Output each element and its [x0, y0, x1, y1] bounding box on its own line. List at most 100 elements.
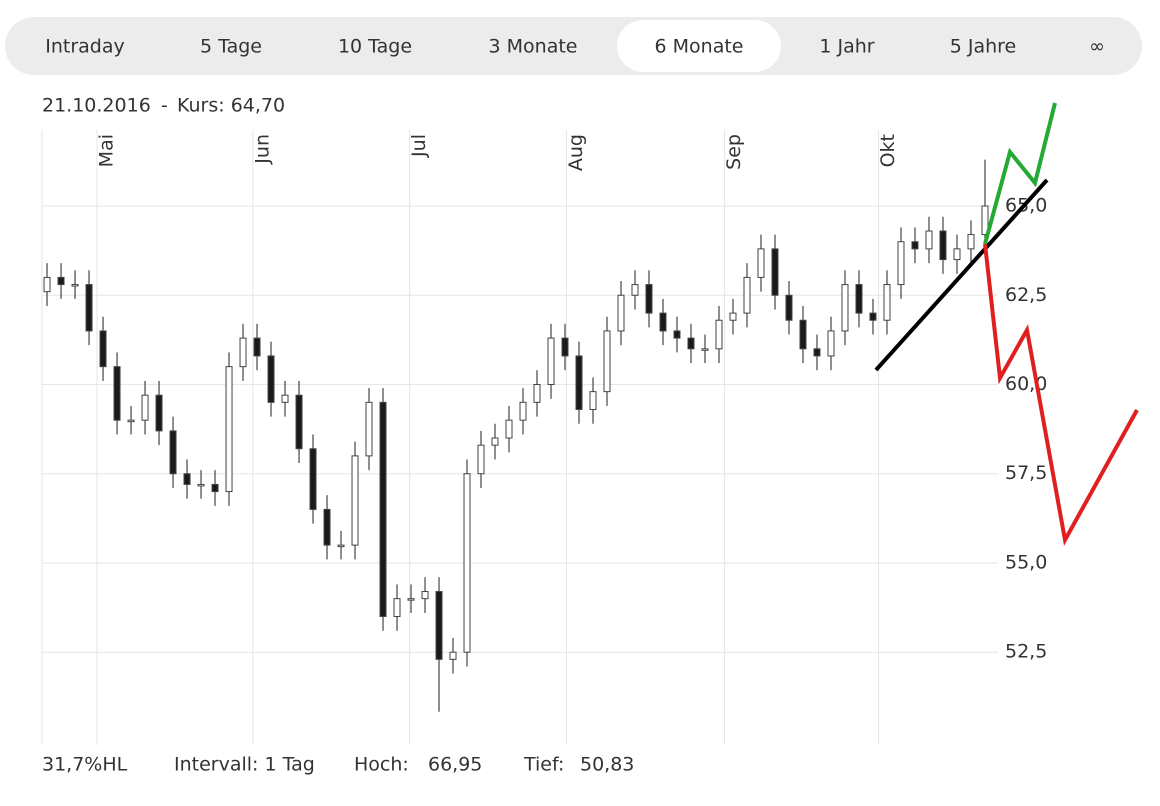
- tab[interactable]: 6 Monate: [655, 36, 744, 58]
- candle-body: [799, 319, 807, 350]
- candle-body: [281, 394, 289, 403]
- candle-body: [603, 330, 611, 393]
- y-tick-label: 52,5: [1005, 641, 1047, 663]
- y-tick-label: 57,5: [1005, 462, 1047, 484]
- candle-body: [505, 419, 513, 439]
- high-label: Hoch:: [354, 754, 409, 776]
- candle-body: [463, 473, 471, 653]
- x-tick-label: Okt: [877, 134, 899, 167]
- candle-body: [547, 337, 555, 385]
- candle-body: [771, 248, 779, 296]
- candle-body: [673, 330, 681, 339]
- tab[interactable]: 10 Tage: [338, 36, 412, 58]
- x-tick-label: Sep: [723, 134, 745, 170]
- tab[interactable]: Intraday: [45, 36, 125, 58]
- candle-body: [687, 337, 695, 350]
- candle-body: [365, 401, 373, 457]
- candle-body: [589, 391, 597, 410]
- x-tick-label: Jun: [251, 134, 273, 165]
- tab[interactable]: 5 Jahre: [950, 36, 1017, 58]
- candle-body: [337, 544, 345, 548]
- candle-body: [785, 294, 793, 321]
- tab[interactable]: 1 Jahr: [819, 36, 874, 58]
- candle-body: [407, 598, 415, 601]
- tab-bar: [5, 17, 1142, 75]
- candle-body: [225, 366, 233, 493]
- candle-body: [981, 205, 989, 236]
- candle-body: [183, 473, 191, 485]
- candle-body: [967, 234, 975, 250]
- y-tick-label: 62,5: [1005, 284, 1047, 306]
- candle-body: [43, 276, 51, 293]
- candle-body: [99, 330, 107, 368]
- tab[interactable]: ∞: [1089, 36, 1105, 58]
- candle-body: [715, 319, 723, 350]
- candle-body: [757, 248, 765, 278]
- x-tick-label: Jul: [408, 134, 430, 158]
- candle-body: [267, 355, 275, 403]
- candle-body: [435, 591, 443, 660]
- candle-body: [813, 348, 821, 357]
- candle-body: [841, 284, 849, 332]
- separator: -: [161, 95, 168, 117]
- candle-body: [659, 312, 667, 332]
- candle-body: [211, 483, 219, 493]
- candle-body: [869, 312, 877, 321]
- candle-body: [911, 241, 919, 250]
- tab[interactable]: 5 Tage: [200, 36, 262, 58]
- candle-body: [925, 230, 933, 250]
- candle-body: [113, 366, 121, 421]
- candle-body: [253, 337, 261, 357]
- y-tick-label: 60,0: [1005, 373, 1047, 395]
- candle-body: [477, 444, 485, 475]
- candle-body: [561, 337, 569, 357]
- tab[interactable]: 3 Monate: [489, 36, 578, 58]
- candle-body: [897, 241, 905, 286]
- candle-body: [169, 430, 177, 475]
- candle-body: [71, 284, 79, 287]
- range: 31,7%HL: [42, 754, 128, 776]
- candle-body: [827, 330, 835, 357]
- tabs: Intraday 5 Tage 10 Tage 3 Monate 6 Monate 1 J…: [45, 20, 1105, 72]
- candle-body: [127, 419, 135, 423]
- candle-body: [631, 284, 639, 296]
- x-tick-label: Aug: [565, 134, 587, 171]
- candle-body: [645, 284, 653, 314]
- candle-body: [239, 337, 247, 368]
- candle-body: [939, 230, 947, 261]
- candle-body: [519, 401, 527, 421]
- candle-body: [855, 284, 863, 314]
- candle-body: [155, 394, 163, 432]
- candle-body: [393, 598, 401, 618]
- candle-body: [953, 248, 961, 261]
- candle-body: [309, 448, 317, 510]
- bear-scenario: [983, 243, 1139, 546]
- candle-body: [575, 355, 583, 410]
- date: 21.10.2016: [42, 95, 151, 117]
- bull-scenario: [983, 102, 1057, 245]
- high: 66,95: [428, 754, 482, 776]
- candle-body: [729, 312, 737, 321]
- candle-body: [141, 394, 149, 421]
- candle-body: [295, 394, 303, 450]
- price: Kurs: 64,70: [177, 95, 285, 117]
- candle-body: [883, 284, 891, 321]
- candle-body: [491, 437, 499, 446]
- y-tick-label: 55,0: [1005, 551, 1047, 573]
- candle-body: [379, 401, 387, 618]
- candle-body: [351, 455, 359, 546]
- candle-body: [57, 276, 65, 286]
- active-tab[interactable]: [617, 20, 781, 72]
- candle-body: [197, 483, 205, 487]
- low: 50,83: [580, 754, 634, 776]
- candle-body: [533, 383, 541, 403]
- low-label: Tief:: [523, 754, 564, 776]
- candle-body: [85, 284, 93, 332]
- x-tick-label: Mai: [96, 134, 118, 167]
- candle-body: [743, 276, 751, 314]
- candle-body: [323, 508, 331, 546]
- candle-body: [617, 294, 625, 332]
- interval: Intervall: 1 Tag: [174, 754, 315, 776]
